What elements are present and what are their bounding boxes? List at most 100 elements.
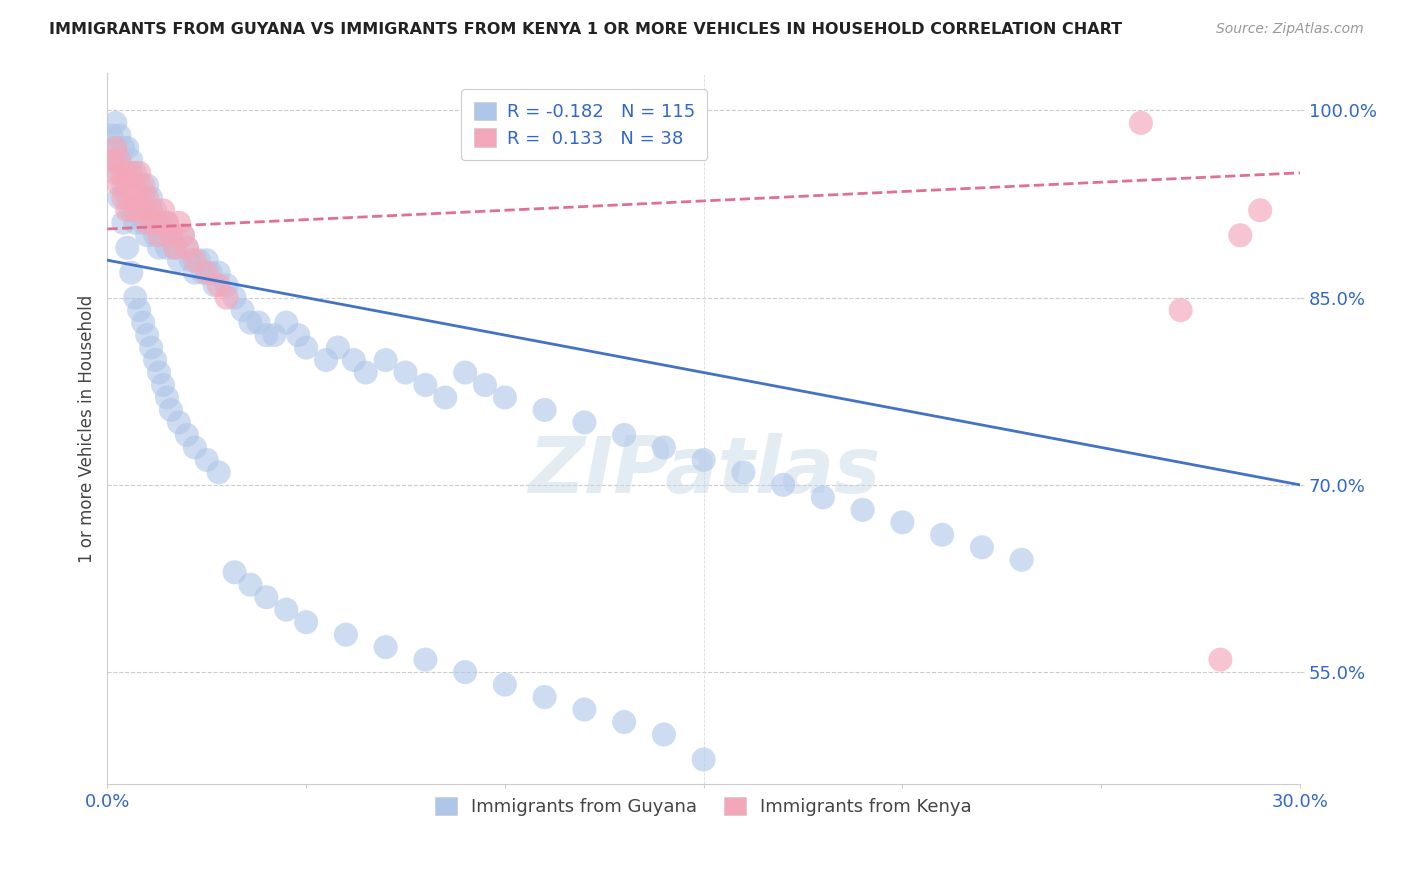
Point (100, 153, 122, 168)
Point (112, 191, 135, 205)
Point (120, 203, 142, 218)
Point (1129, 116, 1152, 130)
Point (128, 178, 150, 193)
Point (415, 378, 437, 392)
Point (315, 353, 337, 368)
Point (156, 216, 179, 230)
Point (148, 228, 170, 243)
Point (415, 652, 437, 666)
Point (1229, 228, 1251, 243)
Point (148, 241, 170, 255)
Point (120, 191, 142, 205)
Point (143, 216, 166, 230)
Point (104, 166, 127, 180)
Point (733, 466, 755, 480)
Point (104, 116, 127, 130)
Point (454, 366, 477, 380)
Y-axis label: 1 or more Vehicles in Household: 1 or more Vehicles in Household (79, 294, 96, 563)
Point (652, 727, 675, 741)
Point (231, 303, 253, 318)
Point (187, 253, 209, 268)
Point (208, 266, 231, 280)
Point (124, 203, 146, 218)
Point (176, 428, 198, 442)
Point (124, 166, 146, 180)
Point (152, 228, 174, 243)
Point (891, 516, 914, 530)
Point (692, 752, 714, 766)
Point (108, 191, 131, 205)
Point (117, 191, 139, 205)
Point (613, 428, 636, 442)
Point (215, 291, 238, 305)
Point (394, 366, 416, 380)
Point (326, 341, 349, 355)
Point (454, 665, 477, 679)
Point (263, 328, 285, 343)
Point (180, 253, 202, 268)
Point (1011, 553, 1033, 567)
Point (354, 366, 377, 380)
Point (276, 603, 298, 617)
Point (200, 266, 222, 280)
Point (139, 216, 162, 230)
Point (128, 203, 150, 218)
Point (692, 453, 714, 467)
Point (124, 216, 146, 230)
Point (167, 416, 190, 430)
Text: IMMIGRANTS FROM GUYANA VS IMMIGRANTS FROM KENYA 1 OR MORE VEHICLES IN HOUSEHOLD : IMMIGRANTS FROM GUYANA VS IMMIGRANTS FRO… (49, 22, 1122, 37)
Point (139, 203, 162, 218)
Point (136, 178, 159, 193)
Point (104, 141, 127, 155)
Point (224, 291, 246, 305)
Point (120, 153, 142, 168)
Point (652, 441, 675, 455)
Point (136, 216, 159, 230)
Point (139, 191, 162, 205)
Point (112, 166, 135, 180)
Point (132, 191, 155, 205)
Point (156, 241, 179, 255)
Point (374, 353, 396, 368)
Point (148, 216, 170, 230)
Point (108, 153, 131, 168)
Point (136, 203, 159, 218)
Point (574, 702, 596, 716)
Point (160, 228, 183, 243)
Point (108, 166, 131, 180)
Point (136, 228, 159, 243)
Point (128, 166, 150, 180)
Point (184, 253, 207, 268)
Point (613, 714, 636, 729)
Point (811, 491, 834, 505)
Point (108, 178, 131, 193)
Point (970, 541, 993, 555)
Point (132, 203, 155, 218)
Text: ZIPatlas: ZIPatlas (527, 434, 880, 509)
Point (494, 677, 516, 691)
Legend: Immigrants from Guyana, Immigrants from Kenya: Immigrants from Guyana, Immigrants from … (426, 788, 981, 825)
Point (172, 228, 194, 243)
Point (184, 266, 207, 280)
Point (167, 216, 190, 230)
Point (100, 128, 122, 143)
Point (117, 166, 139, 180)
Point (772, 478, 794, 492)
Point (533, 403, 555, 417)
Point (215, 278, 238, 293)
Point (117, 141, 139, 155)
Point (176, 241, 198, 255)
Point (112, 178, 135, 193)
Point (172, 228, 194, 243)
Point (117, 178, 139, 193)
Point (148, 366, 170, 380)
Point (295, 341, 318, 355)
Point (152, 378, 174, 392)
Point (195, 453, 218, 467)
Point (191, 266, 214, 280)
Point (494, 391, 516, 405)
Point (120, 178, 142, 193)
Point (254, 591, 277, 605)
Point (163, 241, 186, 255)
Point (108, 153, 131, 168)
